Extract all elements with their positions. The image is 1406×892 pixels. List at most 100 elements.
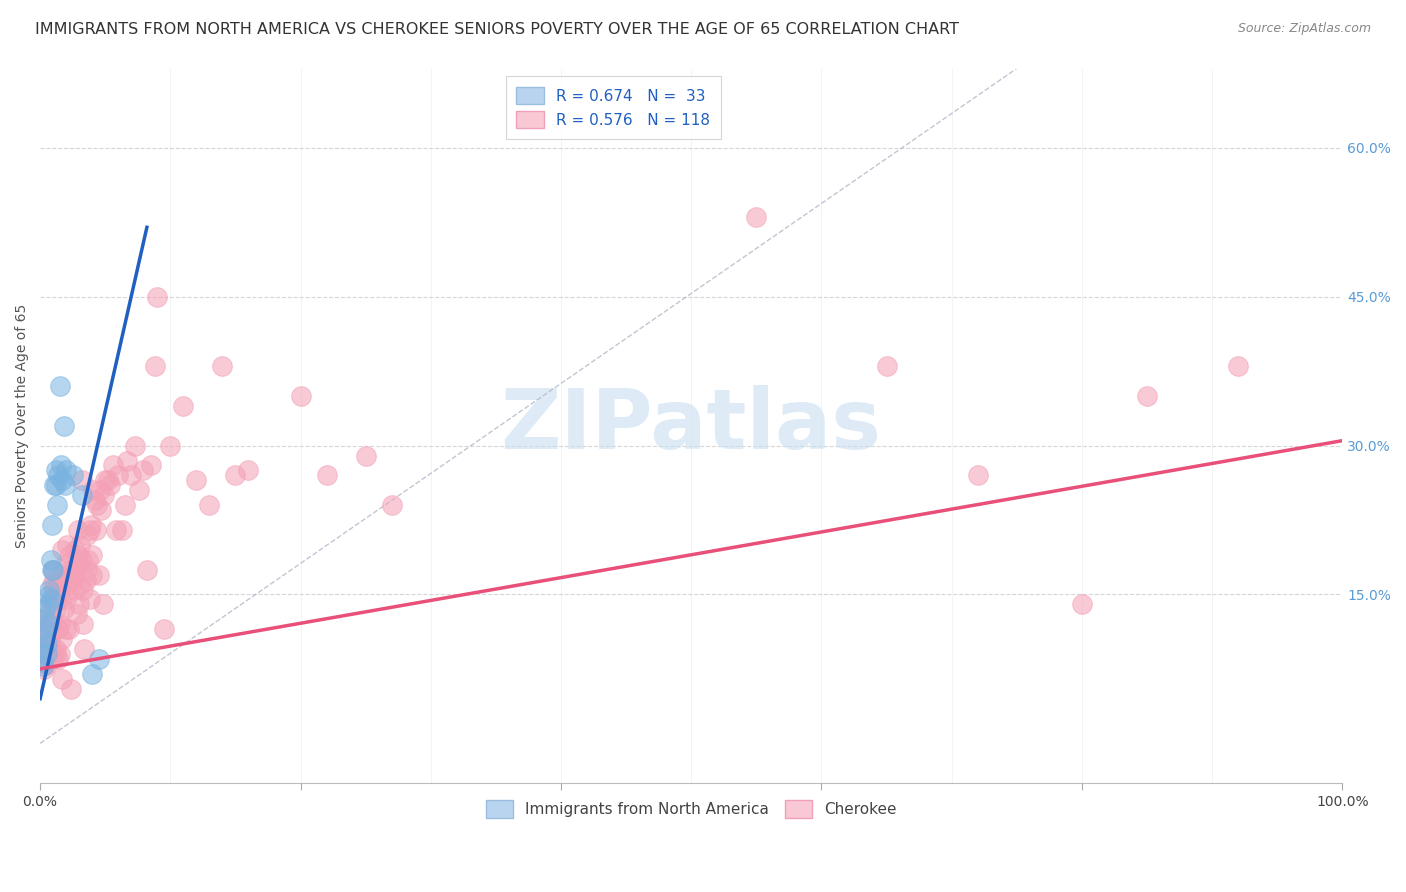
Point [198,498,221,512]
Point [76,563,98,577]
Point [59,548,82,562]
Point [34,602,56,616]
Point [38,622,60,636]
Point [49,577,72,591]
Point [56,577,79,591]
Point [381,498,404,512]
Point [42,592,65,607]
Point [290,389,312,403]
Point [42,647,65,661]
Point [51,474,73,488]
Point [38,582,60,597]
Point [70,553,93,567]
Point [49,458,72,473]
Point [37,598,59,612]
Point [31,659,53,673]
Point [55,592,77,607]
Point [39,553,62,567]
Point [45,463,67,477]
Point [65,563,87,577]
Point [53,478,76,492]
Point [41,577,63,591]
Point [45,602,67,616]
Point [48,379,70,393]
Point [35,637,58,651]
Point [139,458,162,473]
Point [84,523,107,537]
Point [58,563,80,577]
Point [32,632,55,647]
Point [41,647,63,661]
Point [53,567,76,582]
Point [153,622,176,636]
Point [66,548,89,562]
Point [1136,389,1159,403]
Point [63,582,86,597]
Point [39,652,62,666]
Point [35,612,58,626]
Point [93,488,115,502]
Legend: Immigrants from North America, Cherokee: Immigrants from North America, Cherokee [478,792,904,825]
Point [238,463,260,477]
Point [32,622,55,636]
Point [62,468,84,483]
Point [83,493,105,508]
Point [41,563,63,577]
Point [46,622,69,636]
Point [53,558,76,572]
Point [224,468,246,483]
Point [31,647,53,661]
Point [80,518,103,533]
Point [120,468,142,483]
Point [34,632,56,647]
Point [87,567,110,582]
Point [60,681,83,696]
Point [32,662,55,676]
Point [211,359,233,374]
Point [66,523,89,537]
Point [55,622,77,636]
Point [114,498,136,512]
Point [79,523,101,537]
Point [91,598,114,612]
Point [83,483,105,498]
Point [966,468,988,483]
Point [128,483,150,498]
Point [52,567,75,582]
Point [79,592,101,607]
Point [67,598,90,612]
Point [86,498,108,512]
Point [62,567,84,582]
Point [44,617,66,632]
Point [44,478,66,492]
Point [46,498,69,512]
Point [100,478,122,492]
Point [172,399,194,413]
Point [72,582,94,597]
Text: IMMIGRANTS FROM NORTH AMERICA VS CHEROKEE SENIORS POVERTY OVER THE AGE OF 65 COR: IMMIGRANTS FROM NORTH AMERICA VS CHEROKE… [35,22,959,37]
Point [55,463,77,477]
Point [41,518,63,533]
Point [46,622,69,636]
Point [1070,598,1092,612]
Point [76,528,98,542]
Point [52,602,75,616]
Point [45,647,67,661]
Point [44,573,66,587]
Point [186,474,208,488]
Point [77,553,100,567]
Point [30,642,52,657]
Point [65,607,87,622]
Point [315,468,337,483]
Point [42,563,65,577]
Point [82,666,104,681]
Point [31,652,53,666]
Point [34,657,56,671]
Point [745,211,768,225]
Point [30,642,52,657]
Y-axis label: Seniors Poverty Over the Age of 65: Seniors Poverty Over the Age of 65 [15,303,30,548]
Point [70,488,93,502]
Text: Source: ZipAtlas.com: Source: ZipAtlas.com [1237,22,1371,36]
Point [52,418,75,433]
Point [32,617,55,632]
